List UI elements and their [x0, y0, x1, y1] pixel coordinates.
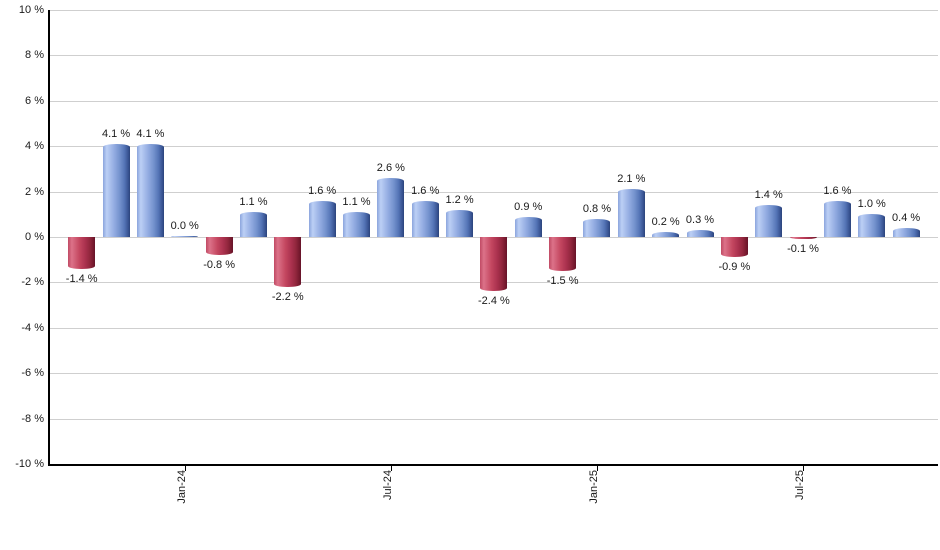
bar-positive[interactable]	[858, 214, 886, 237]
bar-value-label: 1.6 %	[308, 184, 337, 197]
y-axis-line	[48, 10, 50, 466]
bar-negative[interactable]	[68, 237, 96, 269]
bar-negative[interactable]	[720, 237, 748, 258]
gridline	[48, 10, 938, 11]
y-axis-tick-label: -10 %	[15, 458, 44, 470]
y-axis-tick-label: 8 %	[25, 49, 44, 61]
bar-positive[interactable]	[377, 177, 405, 237]
bar-value-label: 0.0 %	[170, 219, 199, 232]
y-axis-tick-label: -8 %	[21, 413, 44, 425]
bar-negative[interactable]	[480, 237, 508, 292]
bar-positive[interactable]	[686, 230, 714, 237]
y-axis-tick-label: -2 %	[21, 276, 44, 288]
bar-positive[interactable]	[308, 200, 336, 237]
gridline	[48, 55, 938, 56]
bar-value-label: -0.9 %	[718, 261, 751, 274]
x-axis-tick-label: Jul-24	[382, 470, 394, 500]
bar-value-label: -0.1 %	[787, 243, 819, 256]
gridline	[48, 328, 938, 329]
x-axis-tick	[185, 466, 186, 471]
bar-negative[interactable]	[205, 237, 233, 256]
bar-negative[interactable]	[549, 237, 577, 272]
bar-value-label: -1.4 %	[65, 272, 98, 285]
bar-positive[interactable]	[239, 212, 267, 237]
bar-positive[interactable]	[102, 143, 130, 237]
bar-positive[interactable]	[617, 189, 645, 237]
bar-value-label: -0.8 %	[203, 259, 235, 272]
bar-positive[interactable]	[514, 216, 542, 237]
bar-value-label: 0.9 %	[514, 200, 543, 213]
bar-positive[interactable]	[892, 227, 920, 237]
gridline	[48, 192, 938, 193]
y-axis-tick-label: -4 %	[21, 322, 44, 334]
bar-value-label: 1.6 %	[823, 184, 852, 197]
y-axis-tick-label: -6 %	[21, 367, 44, 379]
bar-positive[interactable]	[343, 212, 370, 237]
bar-value-label: 4.1 %	[136, 127, 165, 140]
bar-value-label: 2.1 %	[617, 173, 646, 186]
bar-positive[interactable]	[136, 143, 164, 237]
bar-positive[interactable]	[411, 200, 439, 237]
bar-value-label: 1.1 %	[342, 196, 371, 209]
x-axis-tick	[391, 466, 392, 471]
bar-positive[interactable]	[583, 218, 611, 237]
x-axis-tick	[597, 466, 598, 471]
bar-value-label: 0.4 %	[892, 211, 921, 224]
bar-value-label: 0.8 %	[582, 202, 611, 215]
bar-value-label: 1.0 %	[857, 198, 886, 211]
bar-positive[interactable]	[823, 200, 851, 237]
bar-value-label: 4.1 %	[101, 127, 131, 140]
gridline	[48, 373, 938, 374]
x-axis-tick	[803, 466, 804, 471]
bar-value-label: -2.4 %	[477, 295, 510, 308]
bar-value-label: -2.2 %	[271, 290, 304, 303]
y-axis-tick-label: 4 %	[25, 140, 44, 152]
gridline	[48, 101, 938, 102]
bar-value-label: 2.6 %	[376, 161, 405, 174]
bar-positive[interactable]	[652, 232, 680, 237]
bar-value-label: 0.3 %	[685, 214, 715, 227]
gridline	[48, 146, 938, 147]
bar-positive[interactable]	[755, 205, 783, 237]
y-axis-tick-label: 0 %	[25, 231, 44, 243]
x-axis-tick-label: Jan-25	[588, 470, 600, 504]
x-axis-tick-label: Jul-25	[794, 470, 806, 500]
bar-positive[interactable]	[446, 209, 474, 237]
x-axis-line	[48, 464, 938, 466]
y-axis-tick-label: 10 %	[18, 4, 44, 16]
bar-value-label: -1.5 %	[546, 275, 579, 288]
bar-positive[interactable]	[171, 235, 199, 237]
bar-value-label: 1.2 %	[445, 193, 474, 206]
y-axis-tick-label: 6 %	[25, 95, 44, 107]
bar-value-label: 1.6 %	[411, 184, 440, 197]
bar-value-label: 0.2 %	[651, 216, 680, 229]
bar-value-label: 1.1 %	[239, 196, 268, 209]
gridline	[48, 419, 938, 420]
x-axis-tick-label: Jan-24	[176, 470, 188, 504]
bar-negative[interactable]	[789, 237, 817, 240]
bar-value-label: 1.4 %	[754, 189, 783, 202]
y-axis-tick-label: 2 %	[25, 186, 44, 198]
bar-negative[interactable]	[274, 237, 302, 287]
